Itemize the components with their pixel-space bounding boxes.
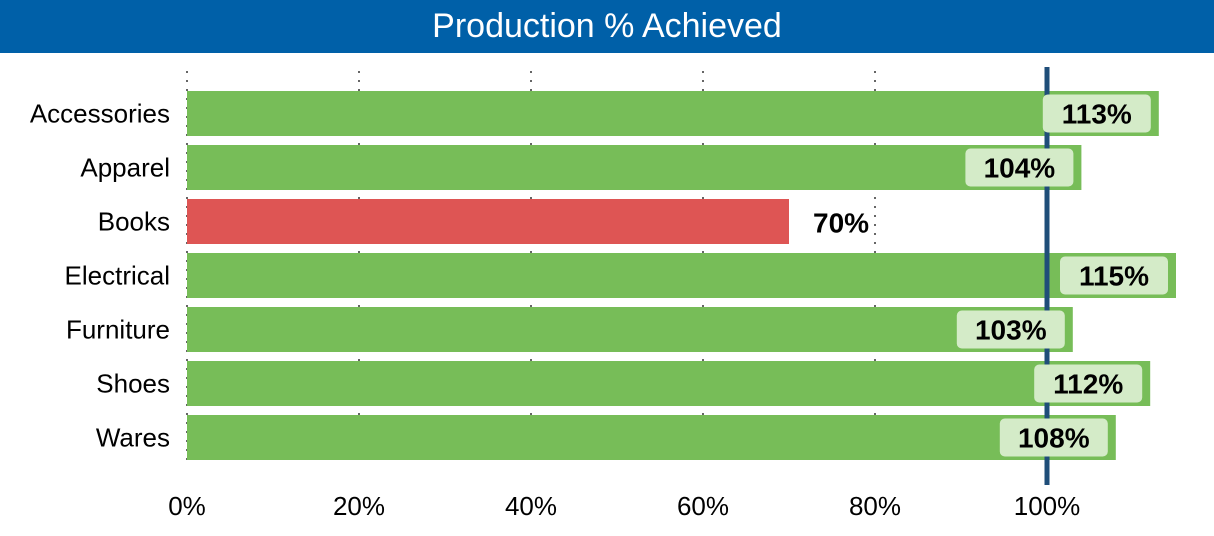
category-label: Furniture (66, 315, 170, 345)
bar-chart: 0% 20% 40% 60% 80% 100% Accessories Apparel Book… (30, 67, 1176, 521)
data-label: 113% (1062, 99, 1132, 130)
category-label: Electrical (65, 261, 170, 291)
category-label: Shoes (96, 369, 170, 399)
bar-furniture (187, 307, 1073, 352)
category-label: Apparel (80, 153, 170, 183)
data-label-box (965, 148, 1074, 187)
bar-accessories (187, 91, 1159, 136)
data-label: 70% (813, 208, 869, 239)
data-label-box (1034, 364, 1143, 403)
x-tick-label: 60% (677, 491, 729, 521)
data-label-box (956, 310, 1065, 349)
data-label: 103% (975, 315, 1047, 346)
category-label: Wares (96, 423, 170, 453)
x-tick-label: 0% (168, 491, 206, 521)
data-label: 115% (1079, 261, 1149, 292)
bar-shoes (187, 361, 1151, 406)
chart-title: Production % Achieved (0, 0, 1214, 53)
category-label: Books (98, 207, 170, 237)
bar-wares (187, 415, 1116, 460)
data-label-box (1060, 256, 1168, 295)
category-label: Accessories (30, 99, 170, 129)
x-tick-label: 20% (333, 491, 385, 521)
x-tick-label: 40% (505, 491, 557, 521)
data-label: 108% (1018, 423, 1090, 454)
bar-apparel (187, 145, 1082, 190)
data-label-box (999, 418, 1108, 457)
x-tick-label: 80% (849, 491, 901, 521)
bar-electrical (187, 253, 1176, 298)
data-label: 112% (1053, 369, 1123, 400)
bar-books (187, 199, 789, 244)
data-label-box (1042, 94, 1151, 133)
data-label: 104% (984, 153, 1056, 184)
x-tick-label: 100% (1014, 491, 1081, 521)
